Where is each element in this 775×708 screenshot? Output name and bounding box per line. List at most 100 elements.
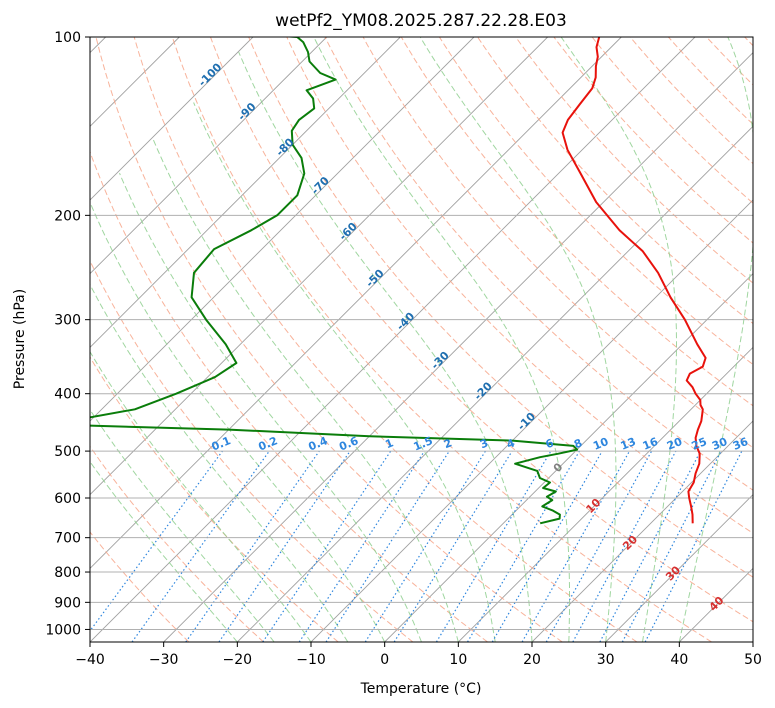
- mixing-ratio-label: 2: [442, 436, 454, 451]
- isotherm-line: [458, 346, 753, 642]
- dry-adiabat-line: [400, 37, 753, 407]
- series-layer: [90, 37, 707, 525]
- moist-adiabat-line: [678, 37, 753, 642]
- isotherm-line: [90, 37, 696, 642]
- dry-adiabat-line: [515, 37, 753, 284]
- y-tick-label: 800: [54, 565, 81, 581]
- moist-adiabat-line: [560, 37, 677, 642]
- y-tick-label: 200: [54, 208, 81, 224]
- mixing-ratio-line: [491, 450, 603, 642]
- mixing-ratio-label: 36: [731, 435, 750, 453]
- dry-adiabat-line: [210, 37, 753, 623]
- mixing-ratio-line: [185, 450, 320, 642]
- mixing-ratio-label: 20: [665, 435, 684, 453]
- dry-adiabat-line: [286, 37, 753, 534]
- mixing-ratio-label: 4: [505, 436, 517, 451]
- y-tick-label: 400: [54, 387, 81, 403]
- dry-adiabat-line: [477, 37, 753, 325]
- isotherm-label: -50: [363, 267, 386, 290]
- dry-adiabat-line: [248, 37, 753, 578]
- x-tick-label: −30: [149, 652, 179, 668]
- isotherm-label: -10: [515, 410, 538, 433]
- y-tick-label: 600: [54, 491, 81, 507]
- y-tick-label: 900: [54, 595, 81, 611]
- isotherm-line: [90, 37, 254, 201]
- isotherm-line: [90, 37, 548, 496]
- isotherm-label: -70: [309, 174, 332, 197]
- isotherm-line: [531, 420, 753, 642]
- y-axis-label: Pressure (hPa): [12, 289, 28, 389]
- dry-adiabat-line: [591, 37, 753, 204]
- y-tick-label: 300: [54, 313, 81, 329]
- mixing-ratio-label: 10: [591, 435, 610, 453]
- dry-adiabat-line: [133, 37, 638, 642]
- y-axis: 100 200 300 400 500 600 700 800 900 1000: [45, 30, 90, 638]
- x-tick-label: 30: [597, 652, 615, 668]
- isotherm-label: -40: [394, 310, 417, 333]
- x-tick-label: 50: [744, 652, 762, 668]
- background-lines: [90, 37, 753, 642]
- x-tick-label: 40: [670, 652, 688, 668]
- x-tick-label: 20: [523, 652, 541, 668]
- x-tick-label: 10: [449, 652, 467, 668]
- dry-adiabat-line: [744, 37, 753, 47]
- moist-adiabat-line: [90, 203, 386, 642]
- mixing-ratio-label: 8: [572, 436, 584, 451]
- dry-adiabat-line: [90, 445, 264, 642]
- dry-adiabat-line: [362, 37, 753, 449]
- mixing-ratio-line: [545, 450, 653, 642]
- mixing-ratio-line: [435, 450, 552, 642]
- dry-adiabat-line: [438, 37, 753, 366]
- dry-adiabat-line: [90, 150, 488, 642]
- moist-adiabat-line: [313, 37, 570, 642]
- mixing-ratio-label: 30: [710, 435, 729, 453]
- isotherm-line: [90, 37, 327, 275]
- mixing-ratio-line: [298, 450, 425, 642]
- temperature-line: [561, 37, 707, 524]
- isotherm-line: [237, 125, 753, 642]
- isotherm-label: -20: [472, 379, 495, 402]
- mixing-ratio-label: 1: [383, 436, 395, 451]
- isotherm-line: [384, 273, 753, 642]
- mixing-ratio-label: 13: [619, 435, 638, 453]
- pressure-gridlines: [90, 37, 753, 630]
- dewpoint-line: [90, 37, 579, 525]
- dry-adiabat-line: [90, 259, 414, 642]
- moist-adiabat-line: [90, 350, 312, 642]
- isotherm-line: [163, 52, 753, 642]
- mixing-ratio-line: [572, 450, 677, 642]
- moist-adiabat-line: [90, 408, 275, 642]
- x-tick-label: −10: [296, 652, 326, 668]
- moist-adiabat-line: [152, 137, 459, 642]
- dry-adiabat-line: [553, 37, 753, 244]
- isotherm-label: 10: [583, 496, 603, 516]
- y-tick-label: 700: [54, 531, 81, 547]
- dry-adiabat-line: [324, 37, 753, 491]
- dry-adiabat-line: [95, 37, 563, 642]
- moist-adiabat-line: [419, 37, 617, 642]
- isotherm-line: [90, 37, 475, 422]
- mixing-ratio-label: 25: [690, 435, 709, 453]
- isotherm-line: [90, 37, 401, 348]
- mixing-ratio-line: [218, 450, 351, 642]
- mixing-ratio-line: [466, 450, 580, 642]
- x-tick-label: −20: [223, 652, 253, 668]
- isotherm-label: 40: [707, 594, 727, 614]
- dry-adiabat-line: [668, 37, 753, 125]
- mixing-ratio-label: 16: [641, 435, 660, 453]
- mixing-ratio-line: [262, 450, 392, 642]
- chart-title: wetPf2_YM08.2025.287.22.28.E03: [275, 11, 567, 31]
- isotherm-label: 30: [663, 563, 683, 583]
- mixing-ratio-line: [521, 450, 631, 642]
- x-axis-label: Temperature (°C): [360, 681, 482, 697]
- y-tick-label: 1000: [45, 622, 81, 638]
- moist-adiabat-line: [90, 460, 238, 642]
- moist-adiabat-line: [238, 51, 533, 642]
- plot-frame: [89, 36, 754, 643]
- mixing-ratio-line: [393, 450, 513, 642]
- y-tick-label: 500: [54, 444, 81, 460]
- isotherm-label: -80: [273, 135, 296, 158]
- mixing-ratio-line: [325, 450, 450, 642]
- mixing-ratio-line: [364, 450, 486, 642]
